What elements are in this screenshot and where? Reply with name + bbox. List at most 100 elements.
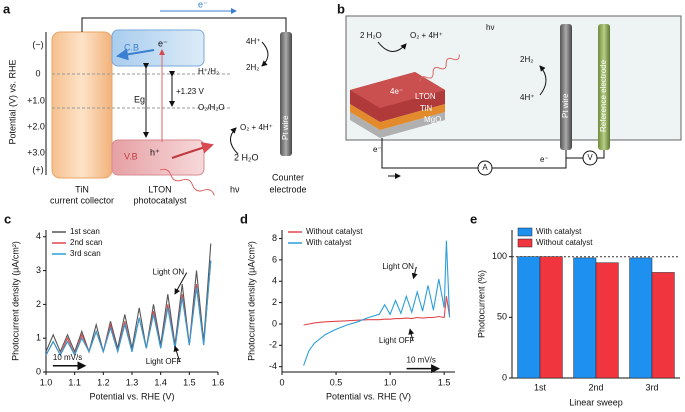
product: O₂ + 4H⁺ [240,123,273,132]
legend-swatch [517,227,533,237]
layer-top [350,72,445,108]
y-tick-label: 4 [272,276,277,286]
chart: e Photocurrent (%) Linear sweep 0 50 100 1st 2n… [470,211,680,407]
reactant: 4H⁺ [246,37,260,46]
label: current collector [50,195,114,205]
data-line [45,260,212,357]
light-wave [159,168,215,196]
couple-label: O₂/H₂O [198,103,225,112]
y-tick-label: 2 [36,299,41,309]
y-axis-label: Photocurrent density (μA/cm²) [10,241,20,361]
x-tick-label: 1.2 [97,377,110,387]
x-tick-label: 1.1 [68,377,81,387]
layer-label: MgO [424,115,441,124]
label: Counter [272,172,304,182]
y-tick-label: -4 [269,361,277,371]
arrow [171,142,214,159]
bar [595,262,619,379]
y-tick-label: 4 [36,231,41,241]
arrow [539,65,547,96]
conduction-band [111,29,205,67]
data-line [303,296,451,326]
y-tick-label: 0 [502,372,507,382]
bar [539,256,563,379]
voltmeter [582,150,598,166]
x-tick-label: 1.6 [212,377,225,387]
pt-label: Pt wire [281,115,290,140]
electrons: 4e⁻ [390,87,403,96]
product: 2H₂ [246,63,259,72]
level-label: (+) [32,164,43,174]
voltmeter-label: V [587,153,593,162]
legend-label: With catalyst [306,238,352,247]
product: O₂ + 4H⁺ [410,31,443,40]
axis-label: Potential (V) vs. RHE [7,59,17,144]
data-line [303,240,451,366]
hole: h⁺ [150,147,160,157]
label: photocatalyst [133,195,187,205]
x-tick-label: 2nd [588,382,603,392]
reference-electrode [598,24,610,150]
wire [81,17,287,32]
panel-label: e [470,211,477,226]
y-tick-label: 2 [272,297,277,307]
annotation: 10 mV/s [53,353,82,362]
y-axis-label: Photocurrent (%) [476,270,486,338]
pt-wire [280,32,292,156]
panel-b: b LTON TiN MgO 4e⁻ 2 H₂O O₂ + 4H⁺ hν Pt … [337,1,682,179]
vb-label: V.B [124,151,138,161]
ammeter-label: A [482,163,488,172]
y-axis-label: Photocurrent density (μA/cm²) [246,241,256,361]
y-tick-label: 1 [36,333,41,343]
x-tick-label: 1.5 [438,377,451,387]
annotation: Light OFF [379,336,415,345]
level-label: +2.0 [27,121,45,131]
annotation-arrow [411,266,418,280]
potential-gap: +1.23 V [176,87,204,96]
valence-band [111,139,205,176]
product: 2H₂ [520,55,533,64]
y-tick-label: 50 [497,312,507,322]
pt-wire [560,24,572,150]
x-axis-label: Potential vs. RHE (V) [326,391,411,401]
legend-label: 2nd scan [70,238,102,247]
light-wave [419,54,460,83]
annotation: 10 mV/s [407,356,436,365]
annotation-arrow [173,345,181,363]
bar [573,257,597,379]
arrow [377,41,407,52]
reactant: 4H⁺ [520,93,534,102]
x-tick-label: 1.4 [154,377,167,387]
ammeter [477,160,493,176]
annotation: Light OFF [146,357,182,366]
light: hν [486,23,494,32]
y-tick-label: 0 [272,318,277,328]
legend-label: 3rd scan [70,249,101,258]
level-label: 0 [35,68,40,78]
x-tick-label: 1.0 [40,377,53,387]
legend-swatch [517,238,533,248]
panel-label: a [3,1,11,16]
layer-tin [350,104,445,130]
bar [629,257,653,379]
annotation: Light ON [382,262,414,271]
reactant: 2 H₂O [360,31,382,40]
x-axis-label: Linear sweep [569,397,623,407]
electron: e⁻ [373,145,382,154]
y-tick-label: 100 [492,251,507,261]
bar [517,256,541,379]
y-tick-label: 8 [272,233,277,243]
electron: e⁻ [198,0,208,9]
x-tick-label: 1st [534,382,547,392]
bar [651,272,675,379]
annotation: Light ON [153,268,185,277]
arrow [261,41,269,67]
panel-label: b [337,1,345,16]
arrow [116,48,155,61]
level-label: (−) [32,39,43,49]
couple-label: H⁺/H₂ [198,67,219,76]
x-tick-label: 1.3 [126,377,139,387]
layer-label: TiN [420,104,432,113]
pt-label: Pt wire [561,93,570,118]
